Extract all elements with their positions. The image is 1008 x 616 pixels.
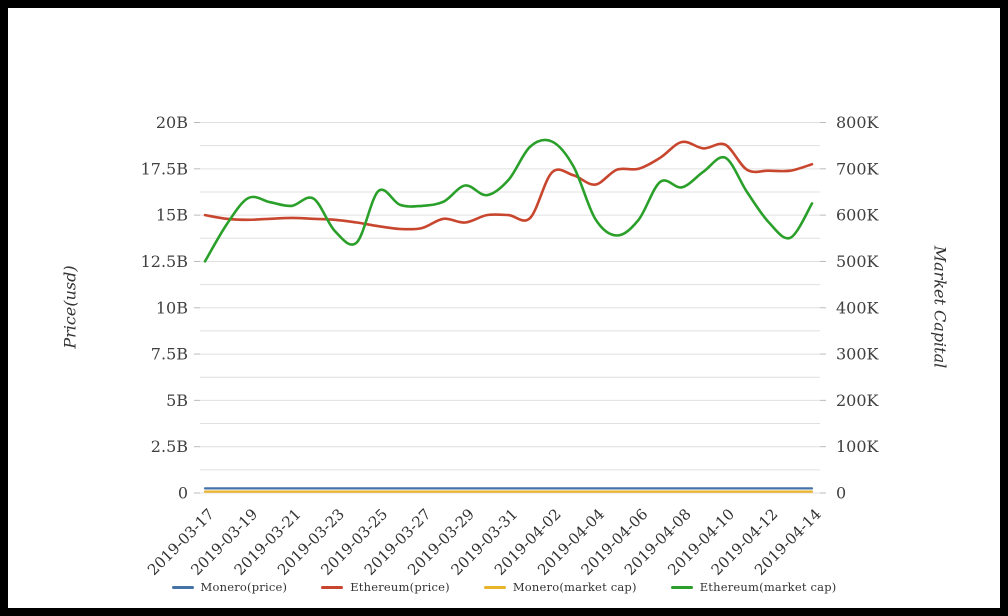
chart-legend: Monero(price) Ethereum(price) Monero(marke… — [8, 580, 1000, 594]
legend-item-monero-market-cap[interactable]: Monero(market cap) — [483, 580, 637, 594]
legend-label: Monero(price) — [200, 580, 288, 594]
left-axis-tick-label: 0 — [178, 484, 188, 503]
chart-canvas: 20B 17.5B 15B 12.5B 10B 7.5B 5B 2.5B 0 800K 700K 60… — [141, 113, 880, 579]
right-axis-tick-label: 400K — [836, 298, 880, 317]
right-axis-tick-label: 0 — [836, 484, 846, 503]
line-chart: 20B 17.5B 15B 12.5B 10B 7.5B 5B 2.5B 0 800K 700K 60… — [8, 8, 1000, 608]
right-axis-tick-label: 800K — [836, 113, 880, 132]
left-axis-tick-label: 5B — [166, 391, 188, 410]
legend-item-monero-price[interactable]: Monero(price) — [171, 580, 288, 594]
series-line-ethereum-market-cap[interactable] — [203, 138, 814, 263]
right-axis-tick-label: 600K — [836, 206, 880, 225]
legend-swatch-ethereum-price — [321, 585, 344, 589]
left-axis-tick-label: 15B — [156, 206, 188, 225]
series-line-ethereum-price[interactable] — [203, 140, 814, 231]
left-axis-tick-label: 2.5B — [151, 437, 188, 456]
right-axis-tick-label: 700K — [836, 159, 880, 178]
left-axis-tick-label: 7.5B — [151, 345, 188, 364]
right-axis-tick-label: 500K — [836, 252, 880, 271]
legend-label: Ethereum(price) — [350, 580, 450, 594]
right-axis-tick-label: 300K — [836, 345, 880, 364]
left-axis-tick-label: 20B — [156, 113, 188, 132]
left-axis-tick-label: 17.5B — [141, 159, 188, 178]
legend-label: Monero(market cap) — [512, 580, 637, 594]
left-axis-tick-label: 10B — [156, 298, 188, 317]
right-axis-tick-label: 100K — [836, 437, 880, 456]
right-axis-tick-label: 200K — [836, 391, 880, 410]
right-axis-title: Market Capital — [930, 245, 950, 369]
left-axis-title: Price(usd) — [60, 265, 80, 349]
legend-item-ethereum-price[interactable]: Ethereum(price) — [321, 580, 450, 594]
legend-item-ethereum-market-cap[interactable]: Ethereum(market cap) — [670, 580, 837, 594]
legend-swatch-monero-price — [171, 585, 194, 589]
legend-label: Ethereum(market cap) — [699, 580, 837, 594]
legend-swatch-monero-market-cap — [483, 585, 506, 589]
legend-swatch-ethereum-market-cap — [670, 585, 693, 589]
left-axis-tick-label: 12.5B — [141, 252, 188, 271]
